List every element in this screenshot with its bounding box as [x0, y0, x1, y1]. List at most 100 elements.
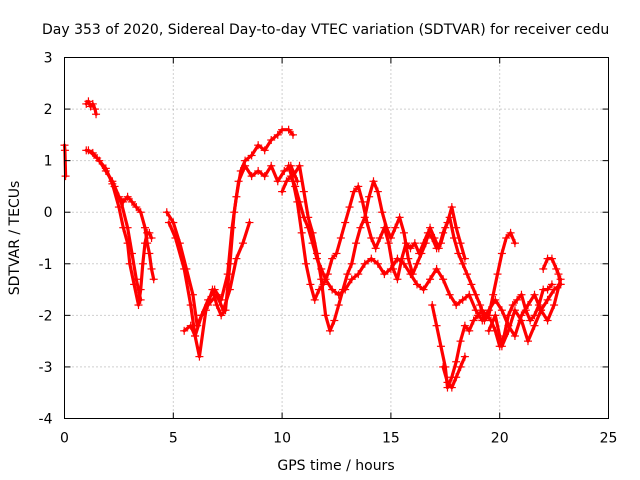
y-axis-label: SDTVAR / TECUs [7, 181, 23, 296]
tick-labels: 0 5 10 15 20 25 -4 -3 -2 -1 0 1 2 3 [39, 51, 618, 447]
data-point [497, 306, 506, 315]
data-point [345, 203, 354, 212]
data-point [280, 166, 289, 175]
data-point [473, 311, 482, 320]
data-point [358, 197, 367, 206]
data-point [543, 295, 552, 304]
data-point [391, 223, 400, 232]
data-point [467, 280, 476, 289]
data-point [332, 249, 341, 258]
data-point [445, 290, 454, 299]
data-point [510, 331, 519, 340]
data-point [306, 280, 315, 289]
data-point [127, 249, 136, 258]
x-tick-label: 15 [382, 431, 400, 447]
data-point [523, 301, 532, 310]
data-point [225, 259, 234, 268]
data-point [147, 234, 156, 242]
data-point [254, 141, 263, 150]
data-point [406, 270, 415, 279]
y-tick-label: 2 [44, 102, 53, 118]
data-point [132, 203, 141, 212]
x-tick-label: 5 [169, 431, 178, 447]
y-tick-label: 3 [44, 51, 53, 67]
data-point [373, 187, 382, 196]
y-tick-label: 1 [44, 154, 53, 170]
data-point [92, 110, 101, 119]
data-point [191, 331, 200, 340]
data-point [125, 259, 134, 268]
data-point [526, 316, 535, 325]
data-point [469, 316, 478, 325]
data-point [373, 259, 382, 268]
chart-title: Day 353 of 2020, Sidereal Day-to-day VTE… [42, 22, 609, 38]
data-point [197, 311, 206, 320]
series-arc-d [86, 148, 154, 307]
data-point [502, 234, 511, 242]
data-point [323, 270, 332, 279]
data-markers [60, 97, 565, 392]
data-point [360, 213, 369, 222]
series-arc-j [291, 164, 467, 333]
data-point [413, 280, 422, 289]
data-point [441, 223, 450, 232]
data-point [110, 182, 119, 191]
data-point [282, 177, 291, 186]
data-point [432, 321, 441, 330]
data-point [180, 264, 189, 273]
data-point [132, 275, 141, 284]
data-point [482, 311, 491, 320]
data-point [436, 239, 445, 248]
data-point [450, 234, 459, 242]
data-point [491, 295, 500, 304]
data-point [443, 218, 452, 227]
data-point [454, 249, 463, 258]
data-point [517, 290, 526, 299]
data-point [90, 105, 99, 114]
data-point [328, 254, 337, 263]
data-point [232, 192, 241, 201]
data-point [225, 285, 234, 294]
data-point [130, 280, 139, 289]
data-point [360, 259, 369, 268]
data-point [310, 295, 319, 304]
data-point [267, 136, 276, 145]
data-point [550, 301, 559, 310]
data-point [347, 259, 356, 268]
data-point [456, 239, 465, 248]
y-tick-label: -3 [39, 360, 53, 376]
data-point [382, 223, 391, 232]
data-point [539, 264, 548, 273]
data-point [504, 326, 513, 335]
data-point [410, 239, 419, 248]
data-point [336, 234, 345, 242]
data-point [510, 239, 519, 248]
y-tick-label: 0 [44, 205, 53, 221]
data-point [421, 239, 430, 248]
data-point [434, 244, 443, 253]
data-point [241, 161, 250, 170]
data-point [217, 295, 226, 304]
data-point [295, 161, 304, 170]
data-point [556, 280, 565, 289]
data-point [521, 306, 530, 315]
data-point [101, 164, 110, 173]
data-point [399, 259, 408, 268]
data-point [299, 213, 308, 222]
data-point [386, 264, 395, 273]
data-point [347, 275, 356, 284]
data-point [284, 161, 293, 170]
data-point [367, 254, 376, 263]
data-point [328, 285, 337, 294]
data-point [384, 239, 393, 248]
data-point [186, 321, 195, 330]
data-point [504, 311, 513, 320]
data-point [286, 172, 295, 181]
data-point [456, 362, 465, 371]
data-point [123, 239, 132, 248]
series-arc-e [112, 184, 143, 302]
data-point [141, 223, 150, 232]
data-point [325, 326, 334, 335]
data-point [376, 234, 385, 242]
